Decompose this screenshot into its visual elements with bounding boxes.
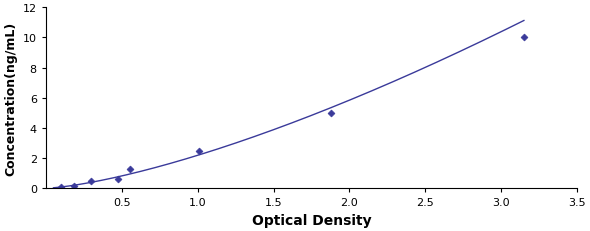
Y-axis label: Concentration(ng/mL): Concentration(ng/mL) [4,21,17,175]
X-axis label: Optical Density: Optical Density [252,213,371,227]
